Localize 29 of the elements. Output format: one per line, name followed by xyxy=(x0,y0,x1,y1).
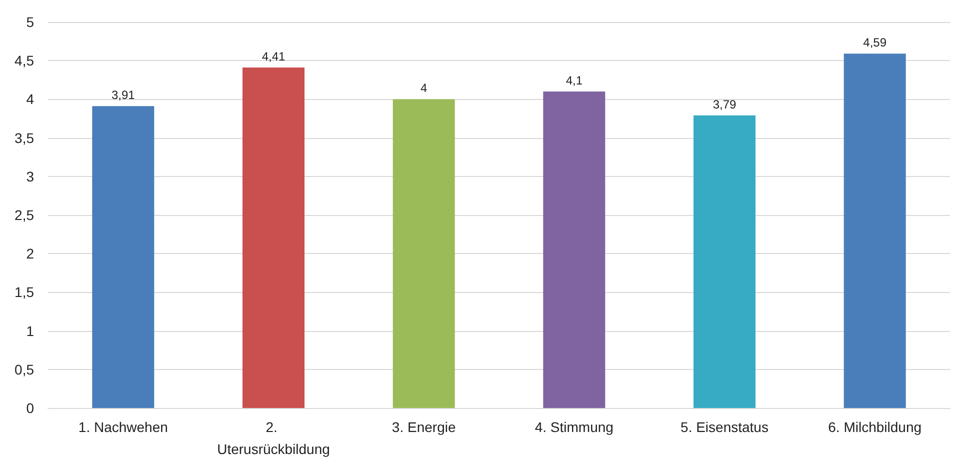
data-label: 4 xyxy=(420,81,428,96)
y-tick-label: 2,5 xyxy=(14,207,34,223)
x-tick-label: 2. Uterusrückbildung xyxy=(217,419,330,457)
data-label: 4,59 xyxy=(863,36,887,50)
y-tick-label: 0 xyxy=(26,400,34,416)
y-tick-label: 1 xyxy=(26,322,34,339)
y-tick-label: 0,5 xyxy=(14,361,34,378)
bar xyxy=(694,115,756,408)
x-tick-label: 4. Stimmung xyxy=(534,419,614,435)
bar xyxy=(242,68,304,408)
x-tick-label: 5. Eisenstatus xyxy=(680,419,768,435)
y-tick-label: 4 xyxy=(26,91,34,108)
data-label: 3,79 xyxy=(712,97,736,112)
y-tick-label: 3 xyxy=(26,168,34,184)
bar xyxy=(543,91,606,408)
y-tick-label: 2 xyxy=(26,246,34,262)
bar xyxy=(392,99,455,408)
bar xyxy=(92,106,154,408)
bar xyxy=(844,54,906,408)
y-tick-label: 5 xyxy=(26,14,34,30)
data-label: 4,1 xyxy=(566,73,583,88)
x-tick-label: 6. Milchbildung xyxy=(828,419,922,435)
y-tick-label: 3,5 xyxy=(14,130,34,146)
x-tick-label: 1. Nachwehen xyxy=(78,419,168,435)
y-tick-label: 1,5 xyxy=(14,284,34,300)
y-tick-label: 4,5 xyxy=(14,52,34,69)
x-tick-label: 3. Energie xyxy=(392,419,456,435)
data-label: 4,41 xyxy=(262,50,286,64)
data-label: 3,91 xyxy=(111,88,136,102)
